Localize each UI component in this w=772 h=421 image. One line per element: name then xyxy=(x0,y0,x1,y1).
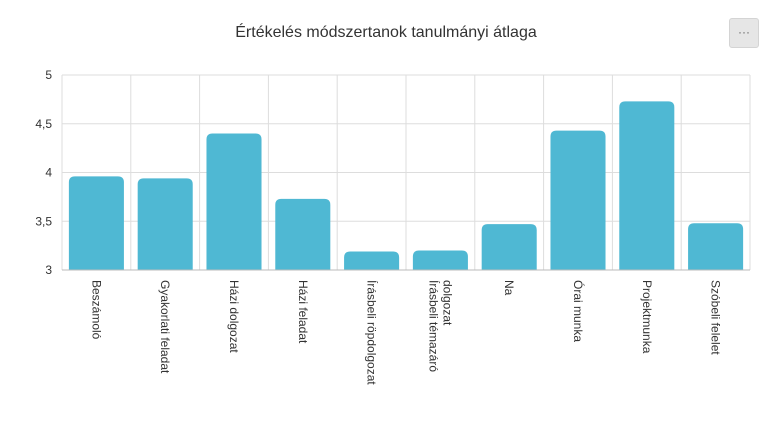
chart-menu-button[interactable]: ··· xyxy=(729,18,759,48)
x-category-label: Házi feladat xyxy=(296,280,310,344)
bar-5[interactable] xyxy=(344,251,400,270)
bar-4[interactable] xyxy=(275,198,331,270)
y-tick-label: 3,5 xyxy=(35,214,52,228)
x-category-label: Szóbeli felelet xyxy=(709,280,723,355)
y-tick-label: 5 xyxy=(45,68,52,82)
x-category-label: Na xyxy=(502,280,516,296)
y-tick-label: 4 xyxy=(45,166,52,180)
bar-6[interactable] xyxy=(412,250,468,271)
x-category-label: Gyakorlati feladat xyxy=(158,280,172,374)
bar-9[interactable] xyxy=(619,101,675,270)
bar-2[interactable] xyxy=(137,178,193,270)
x-category-label: Beszámoló xyxy=(89,280,103,340)
bar-1[interactable] xyxy=(68,176,124,270)
bar-8[interactable] xyxy=(550,130,606,270)
bar-7[interactable] xyxy=(481,224,537,270)
bar-10[interactable] xyxy=(688,223,744,270)
x-category-label: dolgozat xyxy=(440,280,454,326)
x-category-label: Projektmunka xyxy=(640,280,654,354)
chart-title: Értékelés módszertanok tanulmányi átlaga xyxy=(235,24,537,41)
bar-3[interactable] xyxy=(206,133,262,271)
x-category-label: Házi dolgozat xyxy=(227,280,241,353)
y-tick-label: 4,5 xyxy=(35,117,52,131)
x-category-label: Írásbeli témazáró xyxy=(426,280,441,372)
y-tick-label: 3 xyxy=(45,263,52,277)
x-category-label: Írásbeli röpdolgozat xyxy=(365,280,380,385)
x-category-label: Órai munka xyxy=(571,280,586,342)
